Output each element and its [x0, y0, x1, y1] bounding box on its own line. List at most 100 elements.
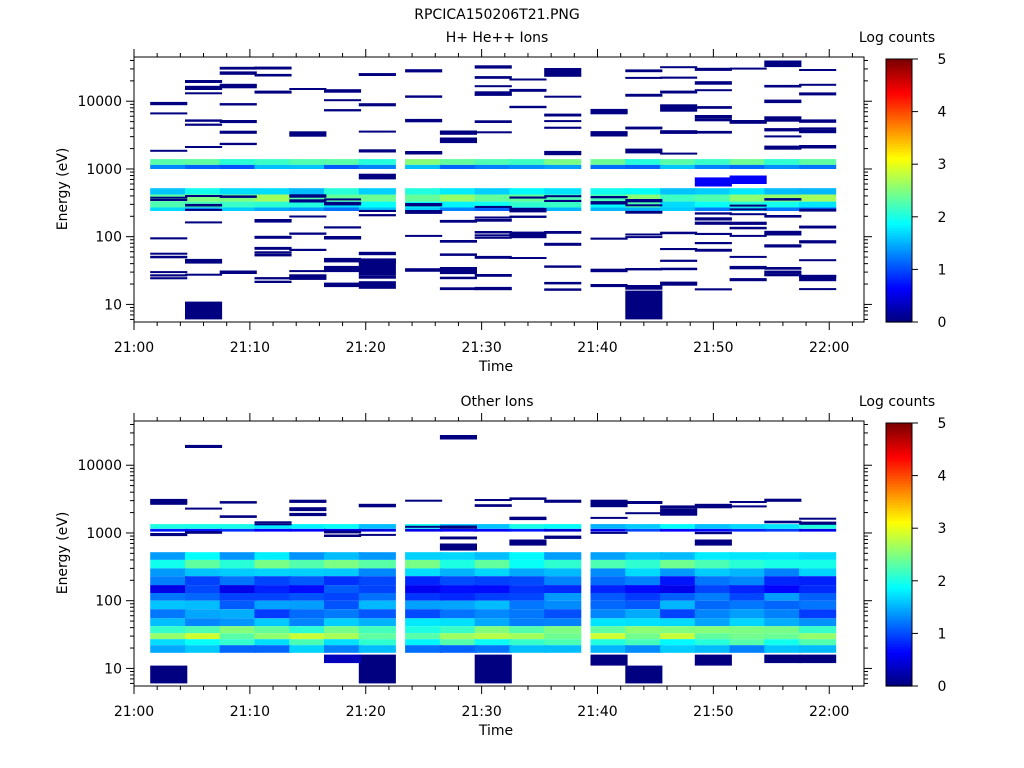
heatmap-cell	[289, 600, 327, 610]
x-axis: 21:00 21:10 21:20 21:30 21:40 21:50 22:00	[114, 413, 853, 720]
heatmap-cell	[219, 159, 257, 165]
heatmap-cell	[289, 552, 327, 560]
colorbar-segment	[886, 69, 912, 73]
x-tick-label: 21:40	[577, 340, 617, 356]
heatmap-cell	[405, 268, 443, 272]
colorbar-segment	[886, 124, 912, 128]
heatmap-cell	[358, 281, 396, 289]
heatmap-cell	[625, 126, 663, 130]
colorbar-tick-label: 0	[938, 679, 947, 695]
heatmap-cell	[590, 207, 628, 211]
colorbar-segment	[886, 274, 912, 278]
colorbar-segment	[886, 672, 912, 677]
heatmap-cell	[219, 130, 257, 134]
y-tick-label: 1000	[86, 162, 122, 178]
heatmap-cell	[694, 626, 732, 634]
heatmap-cell	[625, 633, 663, 640]
colorbar: 0 1 2 3 4 5	[885, 52, 947, 331]
heatmap-cell	[694, 539, 732, 546]
heatmap-cell	[590, 201, 628, 205]
colorbar-segment	[886, 488, 912, 492]
colorbar-segment	[886, 316, 912, 320]
heatmap-cell	[799, 517, 837, 520]
heatmap-cell	[219, 270, 257, 274]
heatmap-cell	[509, 88, 547, 92]
heatmap-cell	[358, 645, 396, 653]
heatmap-cell	[219, 552, 257, 560]
heatmap-cell	[590, 618, 628, 627]
colorbar-segment	[886, 559, 912, 563]
colorbar-segment	[886, 182, 912, 186]
heatmap-cell	[150, 255, 188, 259]
x-tick-label: 21:40	[577, 704, 617, 720]
heatmap-cell	[324, 639, 362, 646]
heatmap-cell	[289, 593, 327, 601]
heatmap-plot	[150, 60, 837, 320]
heatmap-cell	[185, 507, 223, 510]
heatmap-cell	[474, 91, 512, 96]
heatmap-cell	[439, 639, 477, 646]
colorbar-segment	[886, 462, 912, 466]
heatmap-cell	[799, 159, 837, 165]
heatmap-cell	[289, 207, 327, 211]
heatmap-cell	[625, 512, 663, 515]
heatmap-cell	[474, 85, 512, 88]
colorbar-segment	[886, 135, 912, 139]
heatmap-cell	[590, 196, 628, 199]
heatmap-cell	[254, 194, 292, 202]
heatmap-cell	[439, 552, 477, 560]
heatmap-cell	[694, 654, 732, 666]
colorbar-segment	[886, 279, 912, 284]
heatmap-cell	[358, 618, 396, 627]
heatmap-cell	[590, 568, 628, 577]
heatmap-cell	[150, 626, 188, 634]
heatmap-cell	[729, 201, 767, 208]
heatmap-cell	[150, 501, 188, 505]
colorbar-segment	[886, 195, 912, 199]
heatmap-cell	[474, 76, 512, 79]
heatmap-cell	[729, 609, 767, 619]
heatmap-cell	[694, 89, 732, 92]
colorbar-segment	[886, 583, 912, 587]
heatmap-cell	[625, 665, 663, 684]
colorbar-segment	[886, 59, 912, 63]
heatmap-cell	[509, 497, 547, 500]
heatmap-cell	[764, 593, 802, 601]
heatmap-cell	[509, 233, 547, 239]
heatmap-cell	[729, 265, 767, 270]
colorbar-segment	[886, 143, 912, 147]
heatmap-cell	[185, 301, 223, 320]
heatmap-cell	[509, 576, 547, 586]
heatmap-cell	[254, 524, 292, 529]
heatmap-cell	[405, 528, 443, 532]
heatmap-cell	[474, 524, 512, 529]
heatmap-cell	[509, 559, 547, 569]
heatmap-cell	[625, 528, 663, 532]
colorbar-segment	[886, 108, 912, 113]
colorbar: 0 1 2 3 4 5	[885, 416, 947, 695]
colorbar-segment	[886, 248, 912, 252]
heatmap-cell	[358, 214, 396, 217]
colorbar-segment	[886, 282, 912, 286]
heatmap-cell	[764, 633, 802, 640]
heatmap-cell	[544, 568, 582, 577]
heatmap-cell	[625, 626, 663, 634]
heatmap-cell	[799, 69, 837, 71]
heatmap-cell	[694, 600, 732, 610]
heatmap-cell	[289, 188, 327, 195]
colorbar-segment	[886, 156, 912, 160]
heatmap-cell	[474, 159, 512, 165]
heatmap-cell	[509, 159, 547, 165]
heatmap-cell	[185, 524, 223, 529]
heatmap-cell	[694, 130, 732, 134]
heatmap-cell	[764, 159, 802, 165]
colorbar-segment	[886, 551, 912, 556]
heatmap-cell	[729, 633, 767, 640]
heatmap-cell	[150, 274, 188, 277]
heatmap-cell	[660, 618, 698, 627]
heatmap-cell	[150, 101, 188, 106]
heatmap-cell	[254, 188, 292, 195]
heatmap-cell	[150, 576, 188, 586]
heatmap-cell	[324, 89, 362, 93]
heatmap-cell	[544, 576, 582, 586]
